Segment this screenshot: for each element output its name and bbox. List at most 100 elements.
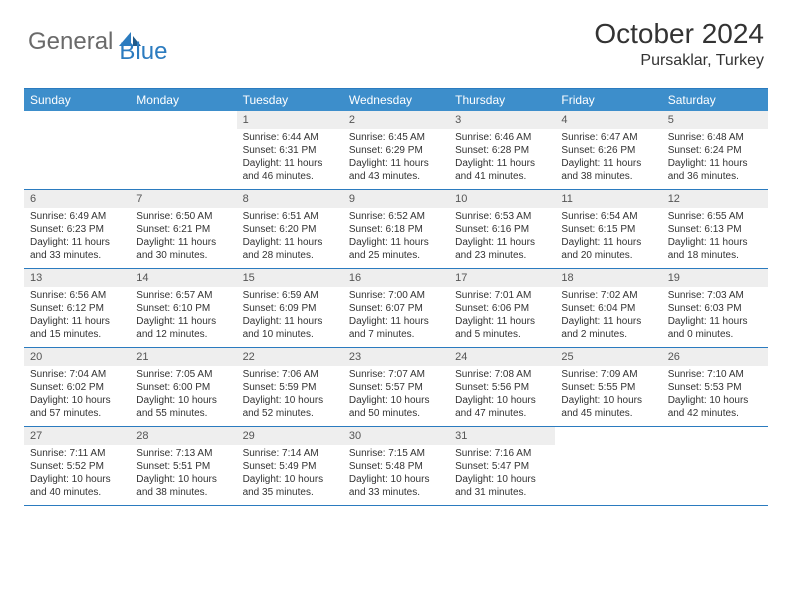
daylight-text: Daylight: 10 hours and 33 minutes. [349,473,445,499]
day-body: Sunrise: 6:51 AMSunset: 6:20 PMDaylight:… [237,208,343,266]
sunrise-text: Sunrise: 7:06 AM [243,368,339,381]
day-cell: 24Sunrise: 7:08 AMSunset: 5:56 PMDayligh… [449,348,555,426]
daylight-text: Daylight: 10 hours and 57 minutes. [30,394,126,420]
daylight-text: Daylight: 10 hours and 40 minutes. [30,473,126,499]
day-body: Sunrise: 7:06 AMSunset: 5:59 PMDaylight:… [237,366,343,424]
sunset-text: Sunset: 5:56 PM [455,381,551,394]
week-row: 27Sunrise: 7:11 AMSunset: 5:52 PMDayligh… [24,427,768,506]
day-cell: 10Sunrise: 6:53 AMSunset: 6:16 PMDayligh… [449,190,555,268]
day-body: Sunrise: 7:14 AMSunset: 5:49 PMDaylight:… [237,445,343,503]
day-number: 4 [555,111,661,129]
sunrise-text: Sunrise: 6:48 AM [668,131,764,144]
day-header: Saturday [662,89,768,111]
day-body: Sunrise: 7:01 AMSunset: 6:06 PMDaylight:… [449,287,555,345]
day-cell: 28Sunrise: 7:13 AMSunset: 5:51 PMDayligh… [130,427,236,505]
sunrise-text: Sunrise: 6:51 AM [243,210,339,223]
brand-name-a: General [28,28,113,56]
title-block: October 2024 Pursaklar, Turkey [594,18,764,70]
day-header: Thursday [449,89,555,111]
day-number: 2 [343,111,449,129]
day-number: 7 [130,190,236,208]
sunrise-text: Sunrise: 6:57 AM [136,289,232,302]
day-number [555,427,661,431]
day-header: Sunday [24,89,130,111]
day-body: Sunrise: 7:15 AMSunset: 5:48 PMDaylight:… [343,445,449,503]
sunrise-text: Sunrise: 7:08 AM [455,368,551,381]
day-body: Sunrise: 6:49 AMSunset: 6:23 PMDaylight:… [24,208,130,266]
day-body: Sunrise: 6:54 AMSunset: 6:15 PMDaylight:… [555,208,661,266]
day-cell: 27Sunrise: 7:11 AMSunset: 5:52 PMDayligh… [24,427,130,505]
sunset-text: Sunset: 6:12 PM [30,302,126,315]
day-cell: 30Sunrise: 7:15 AMSunset: 5:48 PMDayligh… [343,427,449,505]
day-number: 23 [343,348,449,366]
sunrise-text: Sunrise: 6:49 AM [30,210,126,223]
page-header: General Blue October 2024 Pursaklar, Tur… [0,0,792,78]
daylight-text: Daylight: 10 hours and 42 minutes. [668,394,764,420]
daylight-text: Daylight: 11 hours and 41 minutes. [455,157,551,183]
sunrise-text: Sunrise: 7:05 AM [136,368,232,381]
day-number: 5 [662,111,768,129]
day-body: Sunrise: 7:04 AMSunset: 6:02 PMDaylight:… [24,366,130,424]
day-number: 1 [237,111,343,129]
week-row: 20Sunrise: 7:04 AMSunset: 6:02 PMDayligh… [24,348,768,427]
day-number: 9 [343,190,449,208]
brand-logo: General Blue [28,18,167,66]
day-number: 13 [24,269,130,287]
day-number [130,111,236,115]
sunset-text: Sunset: 6:18 PM [349,223,445,236]
daylight-text: Daylight: 11 hours and 5 minutes. [455,315,551,341]
sunset-text: Sunset: 5:59 PM [243,381,339,394]
day-body: Sunrise: 6:57 AMSunset: 6:10 PMDaylight:… [130,287,236,345]
sunrise-text: Sunrise: 7:07 AM [349,368,445,381]
sunset-text: Sunset: 5:51 PM [136,460,232,473]
daylight-text: Daylight: 10 hours and 50 minutes. [349,394,445,420]
day-cell: 11Sunrise: 6:54 AMSunset: 6:15 PMDayligh… [555,190,661,268]
daylight-text: Daylight: 11 hours and 15 minutes. [30,315,126,341]
day-number: 22 [237,348,343,366]
sunrise-text: Sunrise: 6:50 AM [136,210,232,223]
day-body: Sunrise: 7:03 AMSunset: 6:03 PMDaylight:… [662,287,768,345]
sunset-text: Sunset: 5:53 PM [668,381,764,394]
day-cell: 21Sunrise: 7:05 AMSunset: 6:00 PMDayligh… [130,348,236,426]
week-row: 6Sunrise: 6:49 AMSunset: 6:23 PMDaylight… [24,190,768,269]
sunset-text: Sunset: 5:48 PM [349,460,445,473]
day-number: 28 [130,427,236,445]
sunset-text: Sunset: 6:07 PM [349,302,445,315]
day-body: Sunrise: 7:13 AMSunset: 5:51 PMDaylight:… [130,445,236,503]
day-cell: 14Sunrise: 6:57 AMSunset: 6:10 PMDayligh… [130,269,236,347]
sunrise-text: Sunrise: 7:01 AM [455,289,551,302]
daylight-text: Daylight: 11 hours and 20 minutes. [561,236,657,262]
sunset-text: Sunset: 6:09 PM [243,302,339,315]
daylight-text: Daylight: 11 hours and 25 minutes. [349,236,445,262]
sunset-text: Sunset: 6:10 PM [136,302,232,315]
sunrise-text: Sunrise: 6:52 AM [349,210,445,223]
day-body: Sunrise: 7:02 AMSunset: 6:04 PMDaylight:… [555,287,661,345]
day-cell: 13Sunrise: 6:56 AMSunset: 6:12 PMDayligh… [24,269,130,347]
day-cell: 16Sunrise: 7:00 AMSunset: 6:07 PMDayligh… [343,269,449,347]
daylight-text: Daylight: 11 hours and 30 minutes. [136,236,232,262]
sunset-text: Sunset: 6:26 PM [561,144,657,157]
sunset-text: Sunset: 5:57 PM [349,381,445,394]
day-cell: 2Sunrise: 6:45 AMSunset: 6:29 PMDaylight… [343,111,449,189]
day-body: Sunrise: 6:44 AMSunset: 6:31 PMDaylight:… [237,129,343,187]
day-number: 16 [343,269,449,287]
daylight-text: Daylight: 11 hours and 33 minutes. [30,236,126,262]
day-number: 12 [662,190,768,208]
sunrise-text: Sunrise: 6:55 AM [668,210,764,223]
day-body: Sunrise: 6:59 AMSunset: 6:09 PMDaylight:… [237,287,343,345]
sunset-text: Sunset: 6:29 PM [349,144,445,157]
day-number: 6 [24,190,130,208]
sunset-text: Sunset: 6:20 PM [243,223,339,236]
sunset-text: Sunset: 6:15 PM [561,223,657,236]
week-row: 1Sunrise: 6:44 AMSunset: 6:31 PMDaylight… [24,111,768,190]
day-body: Sunrise: 6:50 AMSunset: 6:21 PMDaylight:… [130,208,236,266]
sunrise-text: Sunrise: 7:03 AM [668,289,764,302]
daylight-text: Daylight: 10 hours and 31 minutes. [455,473,551,499]
sunset-text: Sunset: 5:55 PM [561,381,657,394]
day-header: Wednesday [343,89,449,111]
week-row: 13Sunrise: 6:56 AMSunset: 6:12 PMDayligh… [24,269,768,348]
day-body: Sunrise: 7:16 AMSunset: 5:47 PMDaylight:… [449,445,555,503]
day-number [662,427,768,431]
day-body: Sunrise: 7:11 AMSunset: 5:52 PMDaylight:… [24,445,130,503]
sunset-text: Sunset: 6:03 PM [668,302,764,315]
